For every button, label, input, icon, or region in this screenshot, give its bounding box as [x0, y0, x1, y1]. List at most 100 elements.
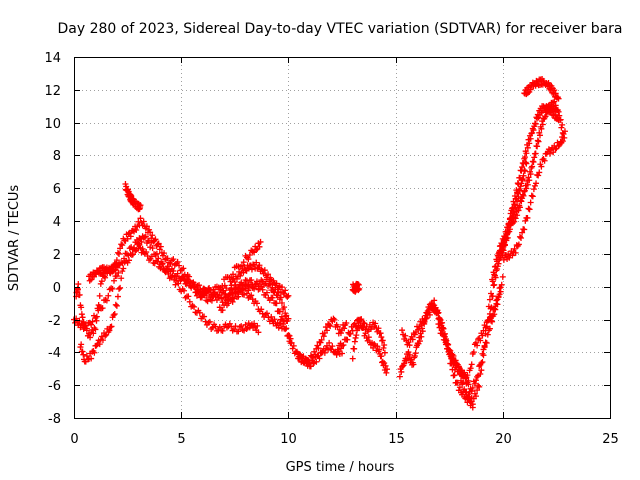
data-point	[251, 320, 258, 327]
data-point	[288, 339, 295, 346]
data-point	[185, 293, 192, 300]
data-point	[476, 383, 483, 390]
data-point	[334, 323, 341, 330]
data-point	[423, 315, 430, 322]
data-point	[495, 294, 502, 301]
data-point	[455, 364, 462, 371]
data-point	[243, 325, 250, 332]
data-point	[482, 330, 489, 337]
y-tick-label: 10	[44, 117, 61, 132]
data-point	[536, 169, 543, 176]
data-point	[490, 313, 497, 320]
data-point	[542, 113, 549, 120]
data-point	[78, 304, 85, 311]
data-point	[111, 311, 118, 318]
data-point	[559, 121, 566, 128]
data-point	[232, 290, 239, 297]
data-point	[436, 316, 443, 323]
data-point	[128, 192, 135, 199]
series-track-4	[122, 181, 144, 213]
data-point	[506, 226, 513, 233]
data-point	[154, 241, 161, 248]
data-point	[254, 322, 261, 329]
data-point	[434, 307, 441, 314]
data-point	[273, 280, 280, 287]
data-point	[235, 328, 242, 335]
data-point	[257, 238, 264, 245]
data-point	[533, 180, 540, 187]
plot-frame	[74, 57, 611, 419]
data-point	[351, 338, 358, 345]
y-tick-label: 4	[53, 215, 61, 230]
data-point	[86, 277, 93, 284]
data-point	[507, 210, 514, 217]
series-track-14	[349, 280, 363, 295]
data-point	[174, 258, 181, 265]
data-point	[237, 272, 244, 279]
data-point	[506, 216, 513, 223]
data-point	[500, 256, 507, 263]
data-point	[275, 324, 282, 331]
data-point	[320, 333, 327, 340]
data-point	[530, 127, 537, 134]
data-point	[528, 164, 535, 171]
data-point	[96, 341, 103, 348]
data-point	[527, 86, 534, 93]
data-point	[289, 345, 296, 352]
data-point	[494, 301, 501, 308]
data-point	[420, 318, 427, 325]
data-point	[196, 309, 203, 316]
data-point	[516, 204, 523, 211]
data-point	[281, 304, 288, 311]
data-point	[170, 256, 177, 263]
series-track-13	[349, 316, 388, 362]
data-point	[343, 320, 350, 327]
y-tick-label: -6	[48, 379, 61, 394]
data-point	[379, 358, 386, 365]
data-point	[511, 218, 518, 225]
data-point	[474, 342, 481, 349]
data-point	[102, 332, 109, 339]
data-point	[180, 265, 187, 272]
data-point	[412, 350, 419, 357]
data-point	[137, 202, 144, 209]
data-point	[460, 379, 467, 386]
data-point	[411, 331, 418, 338]
data-point	[238, 323, 245, 330]
data-point	[515, 241, 522, 248]
data-point	[475, 382, 482, 389]
data-point	[219, 307, 226, 314]
data-point	[238, 287, 245, 294]
data-point	[79, 348, 86, 355]
data-point	[129, 251, 136, 258]
chart-title: Day 280 of 2023, Sidereal Day-to-day VTE…	[57, 21, 622, 37]
data-point	[478, 359, 485, 366]
data-point	[322, 324, 329, 331]
x-tick-label: 15	[388, 432, 405, 447]
data-point	[358, 316, 365, 323]
data-point	[201, 313, 208, 320]
data-point	[551, 98, 558, 105]
data-point	[486, 296, 493, 303]
data-point	[87, 334, 94, 341]
data-point	[153, 250, 160, 257]
data-point	[253, 280, 260, 287]
data-point	[223, 285, 230, 292]
data-point	[489, 278, 496, 285]
data-point	[561, 128, 568, 135]
data-point	[504, 234, 511, 241]
data-point	[181, 287, 188, 294]
data-point	[447, 347, 454, 354]
data-point	[489, 318, 496, 325]
data-point	[248, 276, 255, 283]
data-point	[143, 249, 150, 256]
data-point	[83, 327, 90, 334]
data-point	[355, 281, 362, 288]
data-point	[518, 198, 525, 205]
data-point	[132, 248, 139, 255]
data-point	[541, 114, 548, 121]
data-point	[524, 144, 531, 151]
data-point	[268, 313, 275, 320]
data-point	[484, 317, 491, 324]
data-point	[516, 233, 523, 240]
